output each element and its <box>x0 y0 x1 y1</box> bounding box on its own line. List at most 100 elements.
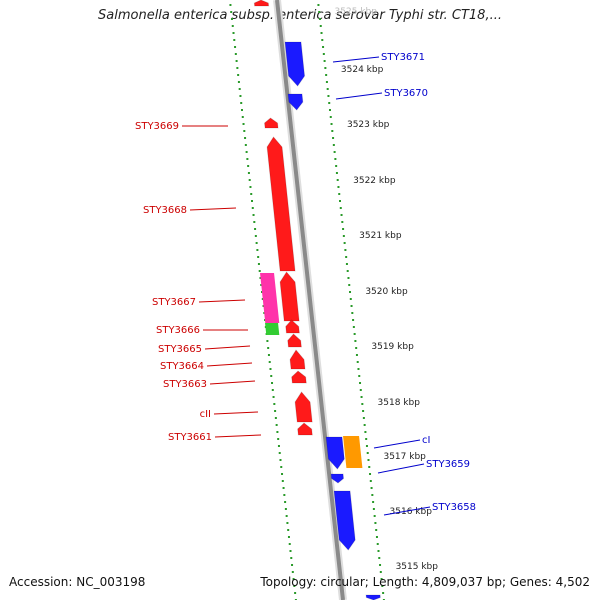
tick-mark <box>231 25 234 27</box>
tick-mark <box>268 361 271 363</box>
tick-mark <box>373 515 376 517</box>
tick-mark <box>337 186 340 188</box>
tick-mark <box>284 501 287 503</box>
left-gene-label: STY3667 <box>152 297 196 308</box>
leader-line <box>383 506 431 516</box>
gene-sty3658 <box>333 490 356 551</box>
accession-text: Accession: NC_003198 <box>9 575 146 589</box>
tick-mark <box>341 221 344 223</box>
tick-mark <box>382 592 385 594</box>
tick-mark <box>360 396 363 398</box>
tick-mark <box>338 193 341 195</box>
right-gene-label: STY3659 <box>426 459 470 470</box>
tick-mark <box>370 487 373 489</box>
tick-mark <box>232 32 235 34</box>
tick-mark <box>354 340 357 342</box>
tick-mark <box>230 11 233 13</box>
tick-mark <box>254 235 257 237</box>
tick-mark <box>368 466 371 468</box>
tick-mark <box>266 340 269 342</box>
tick-mark <box>349 298 352 300</box>
tick-mark <box>276 431 279 433</box>
leader-line <box>189 207 237 211</box>
tick-mark <box>335 165 338 167</box>
tick-mark <box>346 270 349 272</box>
ruler-label: 3525 kbp <box>335 7 378 17</box>
tick-mark <box>271 389 274 391</box>
tick-mark <box>380 578 383 580</box>
left-gene-label: STY3661 <box>168 432 212 443</box>
tick-mark <box>237 81 240 83</box>
leader-line <box>209 380 256 385</box>
tick-mark <box>294 592 297 594</box>
ruler-label: 3519 kbp <box>371 342 414 352</box>
tick-mark <box>239 95 242 97</box>
tick-mark <box>257 263 260 265</box>
tick-mark <box>343 242 346 244</box>
tick-mark <box>277 445 280 447</box>
tick-mark <box>348 284 351 286</box>
tick-mark <box>369 480 372 482</box>
tick-mark <box>285 515 288 517</box>
tick-mark <box>355 354 358 356</box>
tick-mark <box>279 459 282 461</box>
tick-mark <box>332 137 335 139</box>
tick-mark <box>291 571 294 573</box>
tick-mark <box>379 571 382 573</box>
tick-mark <box>287 536 290 538</box>
tick-mark <box>291 564 294 566</box>
tick-mark <box>326 88 329 90</box>
right-gene-label: STY3658 <box>432 502 476 513</box>
tick-mark <box>255 242 258 244</box>
tick-mark <box>332 144 335 146</box>
tick-mark <box>260 284 263 286</box>
gene-sty3671 <box>284 41 306 87</box>
tick-mark <box>335 172 338 174</box>
map-title: Salmonella enterica subsp. enterica sero… <box>98 8 502 23</box>
tick-mark <box>321 39 324 41</box>
tick-mark <box>238 88 241 90</box>
tick-mark <box>336 179 339 181</box>
tick-mark <box>365 445 368 447</box>
tick-mark <box>364 431 367 433</box>
tick-mark <box>258 270 261 272</box>
left-tick-track <box>229 4 297 600</box>
tick-mark <box>376 543 379 545</box>
tick-mark <box>252 214 255 216</box>
tick-mark <box>257 256 260 258</box>
leader-line <box>377 463 425 474</box>
tick-mark <box>280 466 283 468</box>
tick-mark <box>243 130 246 132</box>
left-gene-label: STY3668 <box>143 205 187 216</box>
left-gene-labels: STY3669 STY3668 STY3667 STY3666 STY3665 STY36… <box>135 121 262 443</box>
tick-mark <box>240 109 243 111</box>
gene-sty3659 <box>330 473 345 484</box>
tick-mark <box>270 375 273 377</box>
tick-mark <box>251 200 253 202</box>
tick-mark <box>278 452 281 454</box>
tick-mark <box>322 53 325 55</box>
tick-mark <box>356 361 359 363</box>
tick-mark <box>242 123 245 125</box>
tick-mark <box>237 74 240 76</box>
tick-mark <box>292 578 295 580</box>
tick-mark <box>351 312 354 314</box>
right-gene-labels: STY3671 STY3670 cI STY3659 STY3658 <box>332 52 476 516</box>
tick-mark <box>359 389 362 391</box>
left-gene-label: STY3664 <box>160 361 204 372</box>
ruler-label: 3520 kbp <box>365 287 408 297</box>
ruler-label: 3515 kbp <box>396 562 439 572</box>
tick-mark <box>322 46 325 48</box>
tick-mark <box>317 4 320 6</box>
tick-mark <box>287 529 290 531</box>
tick-mark <box>250 193 253 195</box>
tick-mark <box>233 39 236 41</box>
ruler-label: 3524 kbp <box>341 65 384 75</box>
tick-mark <box>246 158 249 160</box>
tick-mark <box>259 277 262 279</box>
gene-sty3667 <box>260 273 280 323</box>
tick-mark <box>318 18 321 20</box>
tick-mark <box>350 305 353 307</box>
tick-mark <box>282 487 285 489</box>
topology-text: Topology: circular; Length: 4,809,037 bp… <box>260 575 590 589</box>
